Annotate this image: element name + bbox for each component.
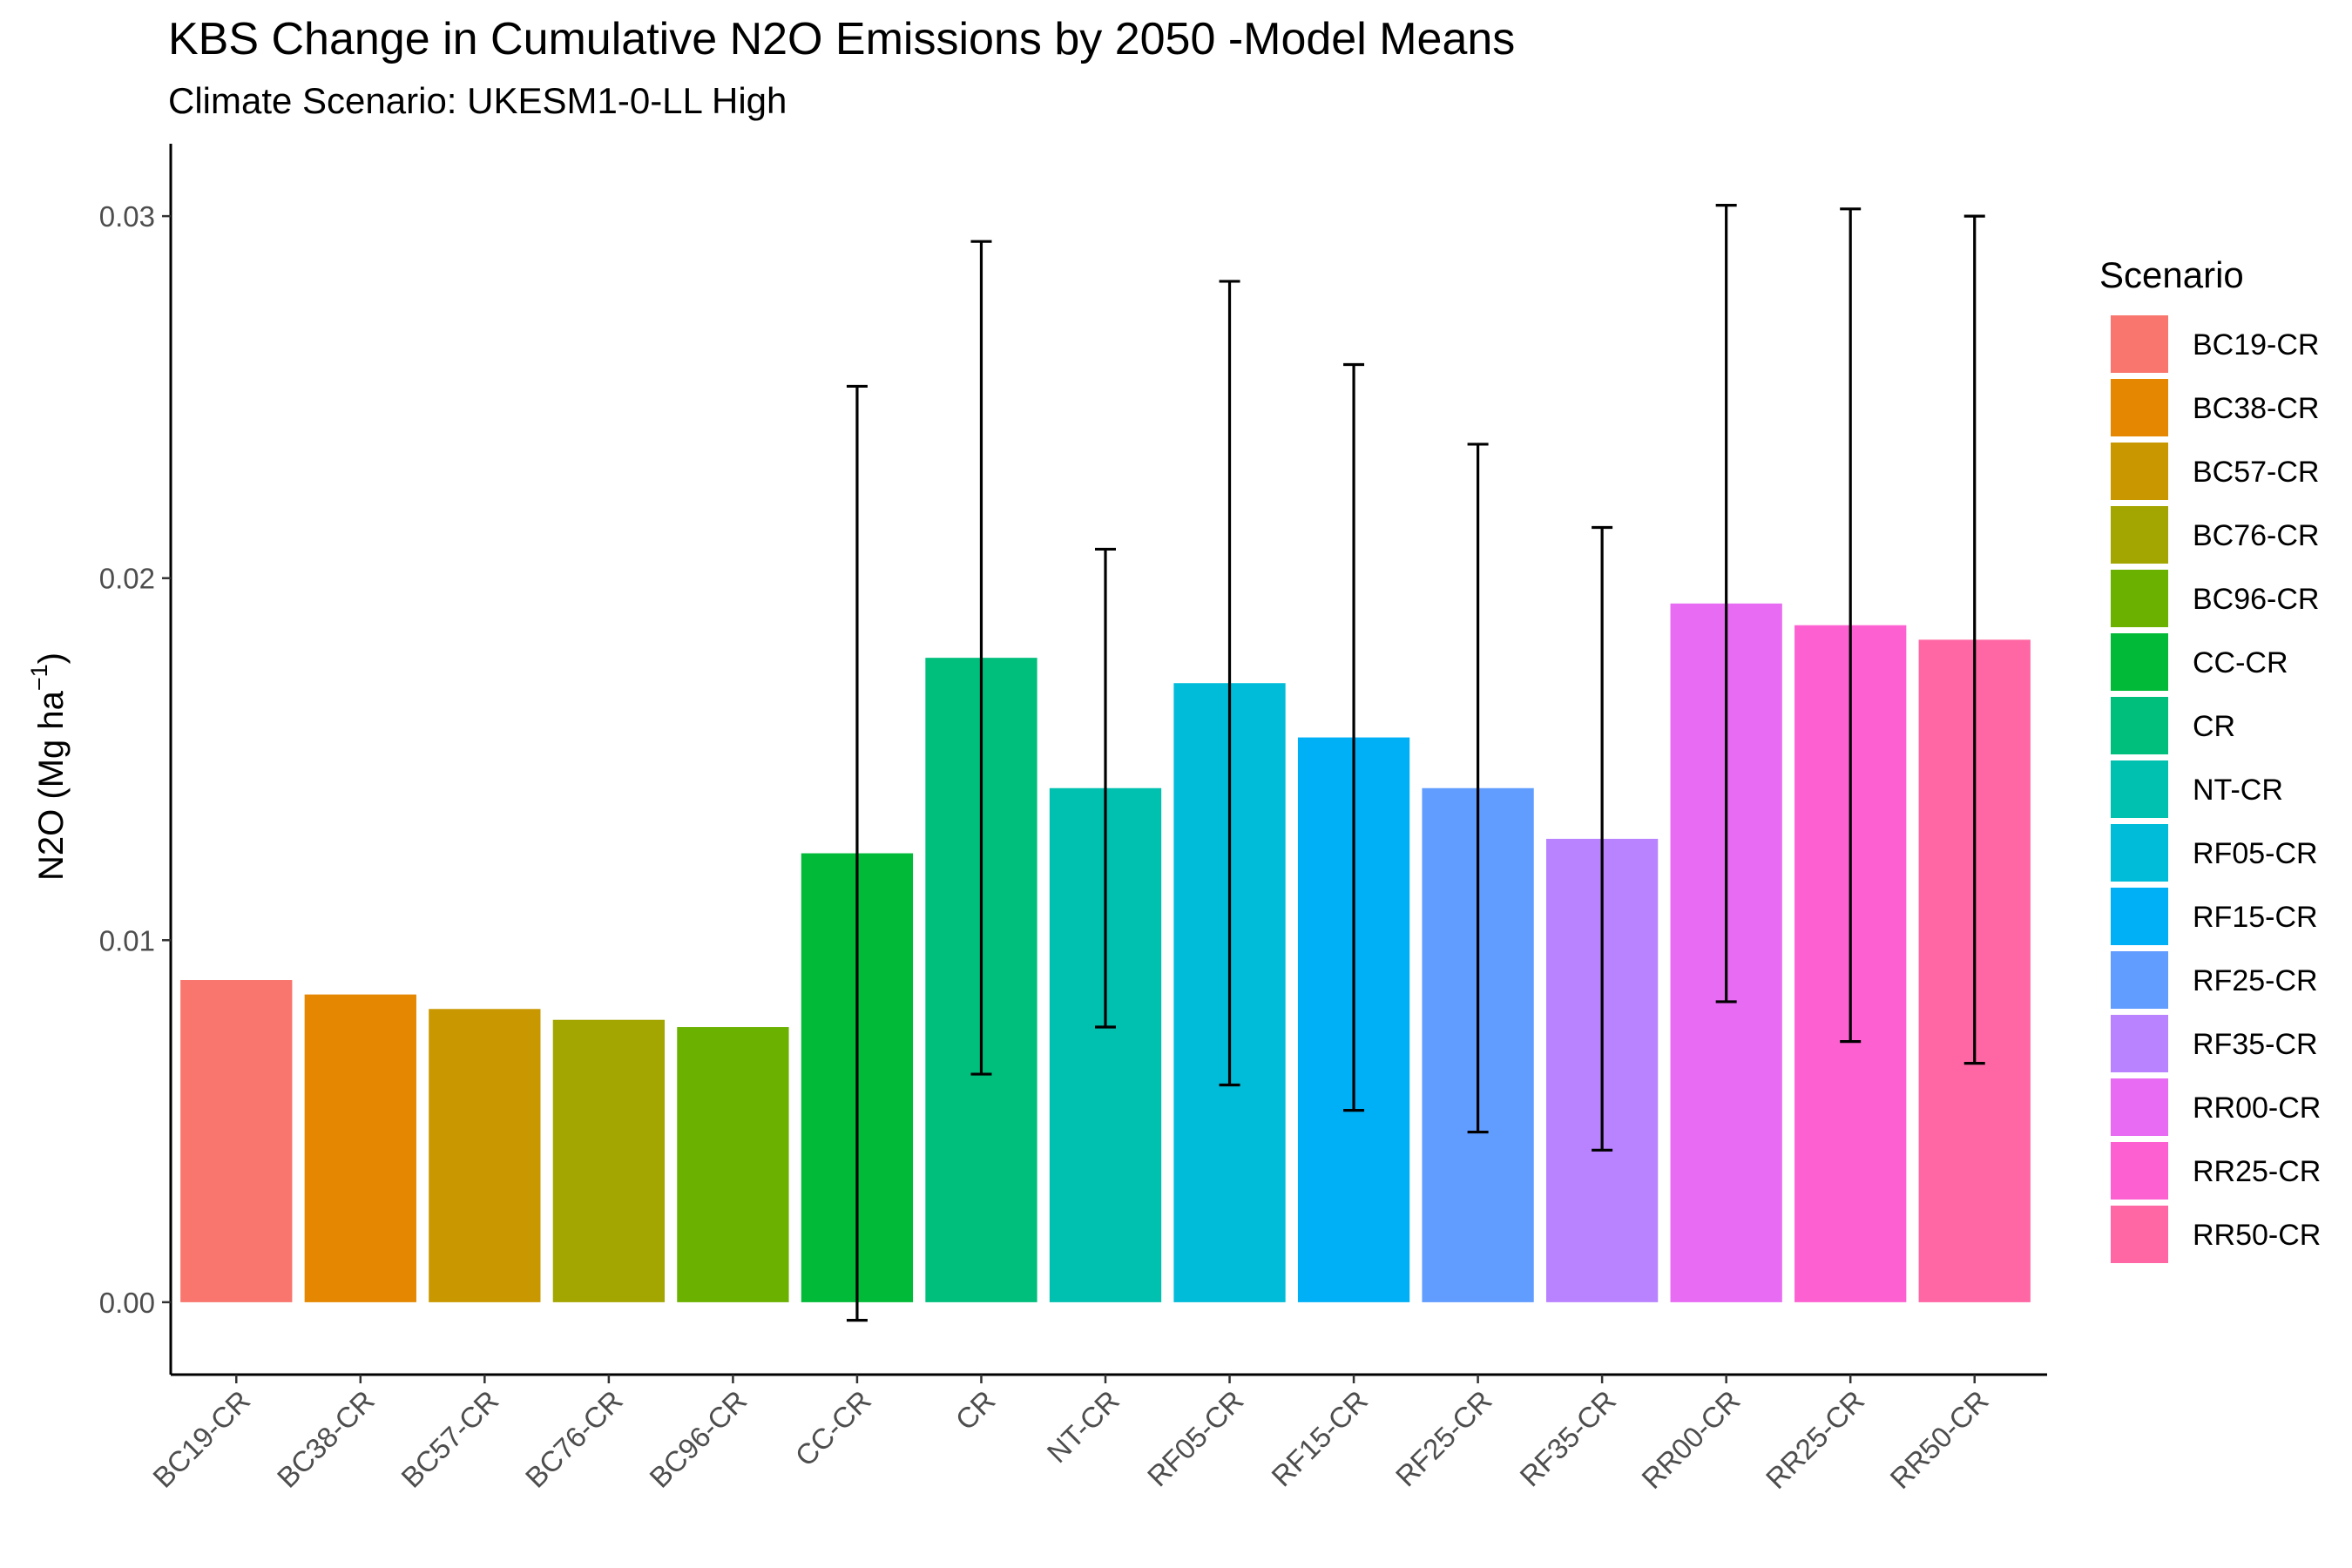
x-tick-label: BC57-CR <box>395 1384 504 1494</box>
x-tick-label: RR50-CR <box>1883 1384 1994 1495</box>
legend-swatch-bc57-cr <box>2111 443 2168 500</box>
legend-swatch-bc38-cr <box>2111 379 2168 436</box>
legend-title: Scenario <box>2099 254 2244 295</box>
legend-label-rf25-cr: RF25-CR <box>2193 964 2318 997</box>
y-axis-title-close: ) <box>32 652 71 664</box>
y-axis-title-main: N2O (Mg ha <box>32 690 71 881</box>
legend-swatch-rf15-cr <box>2111 888 2168 945</box>
bar-bc19-cr <box>180 980 293 1302</box>
legend-label-rf05-cr: RF05-CR <box>2193 837 2318 870</box>
y-axis-title-superscript: −1 <box>26 664 52 691</box>
x-tick-label: BC76-CR <box>519 1384 629 1494</box>
y-tick-label: 0.03 <box>99 200 155 233</box>
legend-label-cc-cr: CC-CR <box>2193 646 2288 679</box>
legend-label-rf15-cr: RF15-CR <box>2193 901 2318 934</box>
legend-label-bc57-cr: BC57-CR <box>2193 456 2319 489</box>
x-tick-label: RF25-CR <box>1389 1384 1498 1493</box>
legend-swatch-nt-cr <box>2111 760 2168 818</box>
x-tick-label: BC96-CR <box>643 1384 753 1494</box>
error-bar-rr50-cr <box>1963 214 1985 1065</box>
bar-bc57-cr <box>429 1009 541 1302</box>
x-tick-label: RF35-CR <box>1513 1384 1622 1493</box>
error-bar-rr00-cr <box>1715 204 1737 1004</box>
y-tick-label: 0.00 <box>99 1287 155 1319</box>
error-bar-nt-cr <box>1095 547 1116 1029</box>
bar-bc38-cr <box>304 994 416 1302</box>
legend-label-nt-cr: NT-CR <box>2193 774 2283 807</box>
chart-title: KBS Change in Cumulative N2O Emissions b… <box>168 14 1515 64</box>
error-bars-layer <box>846 204 1985 1322</box>
legend-swatch-rf05-cr <box>2111 824 2168 882</box>
bars-layer <box>180 603 2031 1302</box>
error-bar-cc-cr <box>846 384 868 1322</box>
x-tick-label: NT-CR <box>1040 1384 1125 1469</box>
bar-bc76-cr <box>552 1019 666 1302</box>
legend-swatch-bc76-cr <box>2111 506 2168 564</box>
legend-swatch-bc19-cr <box>2111 315 2168 373</box>
chart-subtitle: Climate Scenario: UKESM1-0-LL High <box>168 80 787 121</box>
legend-label-bc76-cr: BC76-CR <box>2193 519 2319 552</box>
y-tick-label: 0.02 <box>99 563 155 595</box>
x-tick-label: CR <box>950 1384 1002 1436</box>
x-ticks-layer: BC19-CR BC38-CR BC57-CR BC76-CR BC96-CR CC-CR… <box>146 1375 1995 1495</box>
error-bar-rf15-cr <box>1343 362 1365 1112</box>
legend-label-rr00-cr: RR00-CR <box>2193 1092 2321 1125</box>
x-tick-label: RF05-CR <box>1141 1384 1250 1493</box>
error-bar-rf25-cr <box>1467 443 1489 1134</box>
legend-swatch-rr50-cr <box>2111 1206 2168 1263</box>
bar-bc96-cr <box>677 1027 789 1302</box>
error-bar-rf35-cr <box>1592 525 1613 1152</box>
legend-swatch-rf35-cr <box>2111 1015 2168 1072</box>
legend-swatch-bc96-cr <box>2111 570 2168 627</box>
x-tick-label: BC19-CR <box>146 1384 256 1494</box>
y-axis-title: N2O (Mg ha−1) <box>26 652 71 881</box>
y-ticks-layer: 0.00 0.01 0.02 0.03 <box>99 200 171 1319</box>
legend-swatch-rf25-cr <box>2111 951 2168 1009</box>
x-tick-label: BC38-CR <box>271 1384 381 1494</box>
error-bar-cr <box>970 240 992 1076</box>
legend-label-bc19-cr: BC19-CR <box>2193 328 2319 362</box>
legend-swatch-cr <box>2111 697 2168 754</box>
error-bar-rr25-cr <box>1840 207 1862 1044</box>
axes-layer <box>169 144 2047 1376</box>
legend-label-bc38-cr: BC38-CR <box>2193 392 2319 425</box>
legend-label-rf35-cr: RF35-CR <box>2193 1028 2318 1061</box>
legend-swatch-cc-cr <box>2111 633 2168 691</box>
legend-swatch-rr00-cr <box>2111 1078 2168 1136</box>
x-tick-label: CC-CR <box>789 1384 877 1472</box>
x-tick-label: RF15-CR <box>1265 1384 1374 1493</box>
legend: Scenario BC19-CR BC38-CR BC57-CR BC76-CR BC9… <box>2099 254 2321 1263</box>
x-tick-label: RR00-CR <box>1635 1384 1746 1495</box>
legend-label-rr50-cr: RR50-CR <box>2193 1219 2321 1252</box>
error-bar-rf05-cr <box>1219 280 1240 1087</box>
legend-label-cr: CR <box>2193 710 2235 743</box>
legend-swatch-rr25-cr <box>2111 1142 2168 1200</box>
legend-label-rr25-cr: RR25-CR <box>2193 1155 2321 1188</box>
legend-items: BC19-CR BC38-CR BC57-CR BC76-CR BC96-CR CC-CR… <box>2111 315 2321 1263</box>
legend-label-bc96-cr: BC96-CR <box>2193 583 2319 616</box>
y-tick-label: 0.01 <box>99 924 155 956</box>
x-tick-label: RR25-CR <box>1760 1384 1870 1495</box>
